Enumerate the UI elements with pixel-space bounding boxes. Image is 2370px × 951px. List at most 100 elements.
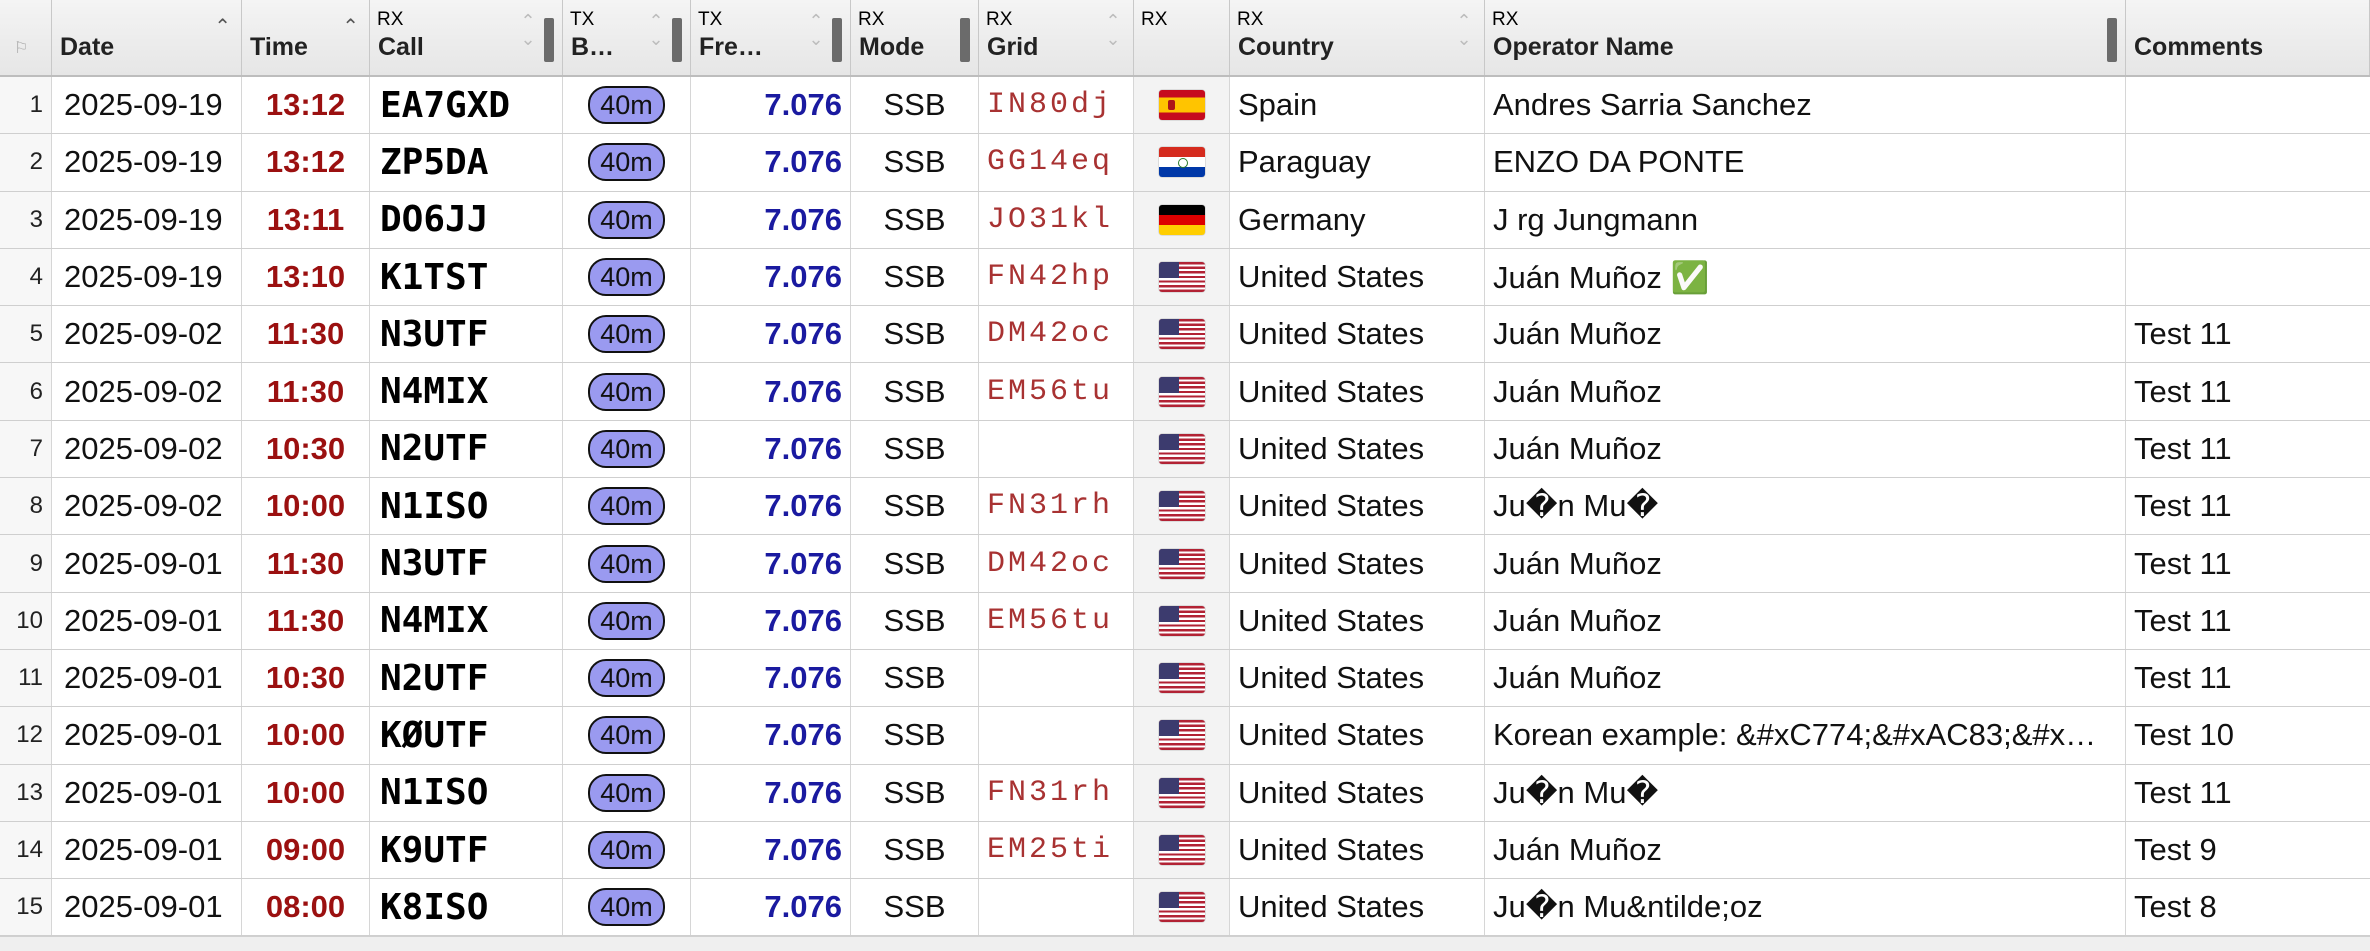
call-cell[interactable]: N4MIX [370, 592, 563, 649]
flag-cell[interactable] [1134, 248, 1230, 306]
call-cell[interactable]: EA7GXD [370, 77, 563, 134]
row-number[interactable]: 4 [0, 248, 52, 306]
row-number[interactable]: 5 [0, 306, 52, 363]
flag-cell[interactable] [1134, 821, 1230, 879]
country-cell[interactable]: Germany [1230, 191, 1485, 248]
comments-cell[interactable]: Test 11 [2134, 774, 2232, 810]
time-cell[interactable]: 11:30 [242, 363, 370, 420]
grid-header[interactable]: RX Grid ⌃ ⌄ [979, 0, 1134, 75]
call-cell[interactable]: ZP5DA [370, 134, 563, 191]
country-cell[interactable]: United States [1230, 306, 1485, 363]
comments-cell[interactable]: Test 11 [2134, 545, 2232, 581]
country-cell[interactable]: United States [1230, 592, 1485, 649]
row-number[interactable]: 12 [0, 707, 52, 764]
row-number[interactable]: 15 [0, 879, 52, 936]
table-row[interactable]: 15 2025-09-01 08:00 K8ISO 40m 7.076 SSB United … [0, 879, 2370, 937]
comments-cell[interactable]: Test 11 [2134, 430, 2232, 466]
comments-cell[interactable] [2126, 77, 2370, 133]
flag-cell[interactable] [1134, 77, 1230, 134]
column-resize-handle[interactable] [544, 18, 554, 62]
table-row[interactable]: 4 2025-09-19 13:10 K1TST 40m 7.076 SSB FN42hp Un… [0, 248, 2370, 307]
time-cell[interactable]: 10:00 [242, 707, 370, 764]
flag-cell[interactable] [1134, 134, 1230, 191]
time-cell[interactable]: 10:00 [242, 478, 370, 535]
comments-cell[interactable]: Test 11 [2134, 488, 2232, 524]
row-number[interactable]: 8 [0, 478, 52, 535]
frequency-cell[interactable]: 7.076 [691, 363, 851, 420]
time-cell[interactable]: 11:30 [242, 535, 370, 592]
operator-name-header[interactable]: RX Operator Name [1485, 0, 2126, 75]
call-cell[interactable]: N4MIX [370, 363, 563, 420]
flag-header[interactable]: RX [1134, 0, 1230, 75]
time-cell[interactable]: 10:00 [242, 764, 370, 821]
flag-cell[interactable] [1134, 420, 1230, 478]
flag-cell[interactable] [1134, 363, 1230, 420]
table-row[interactable]: 6 2025-09-02 11:30 N4MIX 40m 7.076 SSB EM56tu Un… [0, 363, 2370, 421]
band-cell[interactable]: 40m [563, 191, 691, 248]
call-cell[interactable]: N2UTF [370, 649, 563, 707]
country-cell[interactable]: United States [1230, 535, 1485, 592]
column-resize-handle[interactable] [832, 18, 842, 62]
mode-cell[interactable]: SSB [851, 420, 979, 478]
sort-ascending-icon[interactable]: ⌃ [342, 16, 359, 38]
country-cell[interactable]: United States [1230, 764, 1485, 821]
band-cell[interactable]: 40m [563, 478, 691, 535]
table-row[interactable]: 1 2025-09-19 13:12 EA7GXD 40m 7.076 SSB IN80dj S… [0, 77, 2370, 135]
sort-toggle-icon[interactable]: ⌃ ⌄ [520, 11, 536, 49]
operator-name-cell[interactable]: Ju�n Mu&ntilde;oz [1485, 879, 2126, 936]
row-number[interactable]: 6 [0, 363, 52, 420]
call-cell[interactable]: KØUTF [370, 707, 563, 764]
sort-toggle-icon[interactable]: ⌃ ⌄ [808, 11, 824, 49]
comments-cell[interactable]: Test 9 [2134, 832, 2217, 867]
date-cell[interactable]: 2025-09-19 [52, 77, 242, 134]
operator-name-cell[interactable]: Andres Sarria Sanchez [1485, 77, 2126, 134]
comments-cell[interactable]: Test 11 [2134, 316, 2232, 352]
country-cell[interactable]: United States [1230, 248, 1485, 306]
call-cell[interactable]: N3UTF [370, 306, 563, 363]
grid-cell[interactable]: EM56tu [979, 363, 1134, 420]
flag-cell[interactable] [1134, 649, 1230, 707]
country-cell[interactable]: Spain [1230, 77, 1485, 134]
row-number[interactable]: 14 [0, 821, 52, 879]
grid-cell[interactable]: FN31rh [979, 764, 1134, 821]
date-cell[interactable]: 2025-09-01 [52, 535, 242, 592]
band-cell[interactable]: 40m [563, 764, 691, 821]
frequency-cell[interactable]: 7.076 [691, 821, 851, 879]
frequency-cell[interactable]: 7.076 [691, 879, 851, 936]
operator-name-cell[interactable]: Juán Muñoz [1485, 592, 2126, 649]
table-row[interactable]: 3 2025-09-19 13:11 DO6JJ 40m 7.076 SSB JO31kl Ge… [0, 191, 2370, 249]
table-row[interactable]: 9 2025-09-01 11:30 N3UTF 40m 7.076 SSB DM42oc Un… [0, 535, 2370, 593]
sort-toggle-icon[interactable]: ⌃ ⌄ [1456, 11, 1472, 49]
row-number[interactable]: 10 [0, 592, 52, 649]
time-cell[interactable]: 10:30 [242, 649, 370, 707]
mode-cell[interactable]: SSB [851, 592, 979, 649]
flag-corner-icon[interactable]: ⚐ [14, 40, 29, 57]
country-cell[interactable]: United States [1230, 879, 1485, 936]
grid-cell[interactable]: FN42hp [979, 248, 1134, 306]
table-row[interactable]: 7 2025-09-02 10:30 N2UTF 40m 7.076 SSB United S… [0, 420, 2370, 479]
flag-cell[interactable] [1134, 764, 1230, 821]
grid-cell[interactable]: FN31rh [979, 478, 1134, 535]
time-cell[interactable]: 13:12 [242, 134, 370, 191]
comments-cell[interactable]: Test 11 [2134, 660, 2232, 696]
call-cell[interactable]: K9UTF [370, 821, 563, 879]
date-cell[interactable]: 2025-09-02 [52, 363, 242, 420]
time-cell[interactable]: 11:30 [242, 306, 370, 363]
operator-name-cell[interactable]: Juán Muñoz [1485, 535, 2126, 592]
date-cell[interactable]: 2025-09-01 [52, 592, 242, 649]
operator-name-cell[interactable]: ENZO DA PONTE [1485, 134, 2126, 191]
mode-cell[interactable]: SSB [851, 306, 979, 363]
flag-cell[interactable] [1134, 707, 1230, 764]
frequency-header[interactable]: TX Fre… ⌃ ⌄ [691, 0, 851, 75]
table-row[interactable]: 13 2025-09-01 10:00 N1ISO 40m 7.076 SSB FN31rh U… [0, 764, 2370, 822]
country-header[interactable]: RX Country ⌃ ⌄ [1230, 0, 1485, 75]
operator-name-cell[interactable]: Juán Muñoz ✅ [1485, 248, 2126, 306]
operator-name-cell[interactable]: Ju�n Mu� [1485, 478, 2126, 535]
mode-header[interactable]: RX Mode [851, 0, 979, 75]
date-cell[interactable]: 2025-09-19 [52, 191, 242, 248]
frequency-cell[interactable]: 7.076 [691, 306, 851, 363]
operator-name-cell[interactable]: Juán Muñoz [1485, 420, 2126, 478]
comments-header[interactable]: Comments [2126, 0, 2370, 75]
table-row[interactable]: 2 2025-09-19 13:12 ZP5DA 40m 7.076 SSB GG14eq Pa… [0, 134, 2370, 192]
band-cell[interactable]: 40m [563, 592, 691, 649]
